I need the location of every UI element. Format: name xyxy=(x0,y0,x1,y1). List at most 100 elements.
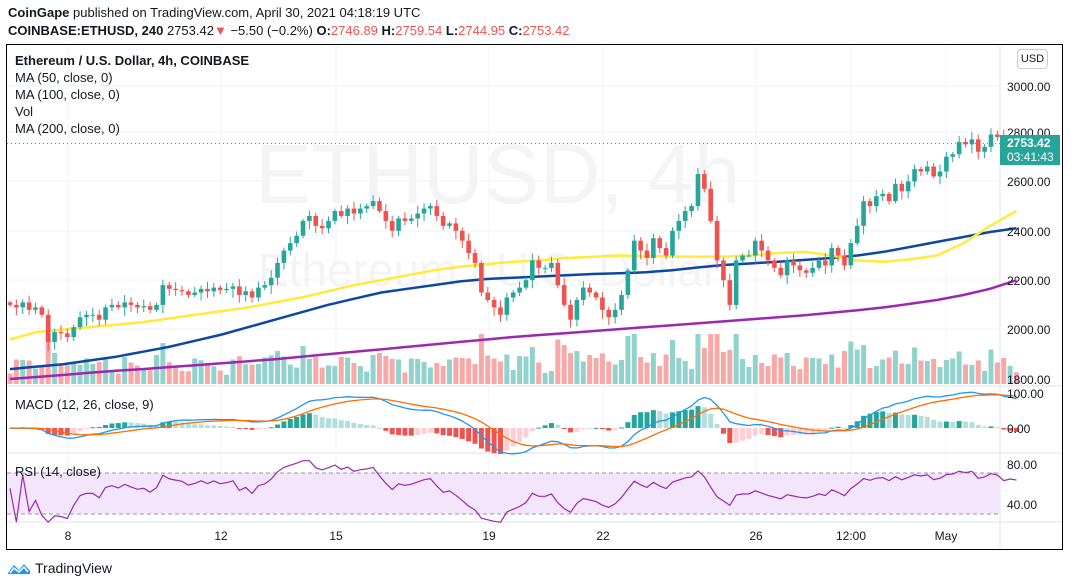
macd-line xyxy=(9,391,1017,455)
macd-histogram-bar xyxy=(478,428,484,449)
candle-body xyxy=(211,287,217,292)
candle-body xyxy=(154,304,159,310)
legend-vol[interactable]: Vol xyxy=(15,104,34,119)
volume-bar xyxy=(421,362,427,384)
volume-bar xyxy=(268,355,274,384)
price-tick-label: 2600.00 xyxy=(1007,175,1051,189)
candle-body xyxy=(428,206,433,209)
time-tick-label: 12:00 xyxy=(836,529,866,543)
macd-histogram-bar xyxy=(759,428,765,435)
candle-body xyxy=(243,291,248,296)
macd-histogram-bar xyxy=(122,422,128,428)
macd-histogram-bar xyxy=(943,421,949,428)
candle-body xyxy=(600,297,605,310)
candle-body xyxy=(810,267,815,273)
volume-bar xyxy=(854,349,860,384)
macd-histogram-bar xyxy=(230,426,236,428)
volume-bar xyxy=(300,346,306,384)
rsi-pane xyxy=(7,460,1017,524)
candle-body xyxy=(319,225,325,229)
macd-histogram-bar xyxy=(580,428,586,430)
legend-ma100[interactable]: MA (100, close, 0) xyxy=(15,87,120,102)
macd-histogram-bar xyxy=(631,414,637,428)
candle-body xyxy=(752,240,758,256)
candle-body xyxy=(58,332,64,334)
footer-brand[interactable]: TradingView xyxy=(35,560,113,576)
candle-body xyxy=(345,208,350,216)
macd-histogram-bar xyxy=(829,427,835,429)
macd-histogram-bar xyxy=(771,428,777,436)
macd-histogram-bar xyxy=(364,425,370,428)
volume-bar xyxy=(835,367,841,384)
chart-legend: Ethereum / U.S. Dollar, 4h, COINBASE MA … xyxy=(15,52,249,137)
volume-bar xyxy=(988,349,994,384)
macd-histogram-bar xyxy=(765,428,771,435)
candle-body xyxy=(313,215,319,226)
candle-body xyxy=(714,220,720,261)
candle-body xyxy=(587,287,592,293)
macd-histogram-bar xyxy=(351,422,357,428)
candle-body xyxy=(147,306,153,310)
time-tick-label: 19 xyxy=(482,529,496,543)
macd-histogram-bar xyxy=(612,428,618,431)
candle-body xyxy=(447,223,452,226)
candle-body xyxy=(676,220,682,231)
volume-bar xyxy=(179,370,185,384)
rsi-label[interactable]: RSI (14, close) xyxy=(15,464,101,479)
volume-bar xyxy=(574,351,580,384)
macd-histogram-bar xyxy=(71,428,77,434)
macd-histogram-bar xyxy=(255,428,261,430)
volume-bar xyxy=(797,369,803,384)
currency-button[interactable]: USD xyxy=(1017,49,1048,69)
volume-bar xyxy=(931,359,937,384)
candle-body xyxy=(530,260,535,281)
candle-body xyxy=(956,141,962,155)
volume-bar xyxy=(803,357,809,384)
open-label: O: xyxy=(316,23,331,38)
macd-histogram-bar xyxy=(268,427,274,429)
candle-body xyxy=(453,223,459,231)
volume-bar xyxy=(784,353,790,384)
macd-histogram-bar xyxy=(918,415,924,428)
macd-histogram-bar xyxy=(1001,428,1007,430)
price-tick-label: 3000.00 xyxy=(1007,80,1051,94)
macd-histogram-bar xyxy=(886,412,892,428)
bar-countdown: 03:41:43 xyxy=(1007,150,1054,164)
volume-bar xyxy=(306,359,312,384)
volume-bar xyxy=(689,369,695,384)
candle-body xyxy=(657,238,663,249)
macd-histogram-bar xyxy=(867,413,873,428)
macd-histogram-bar xyxy=(90,427,96,429)
volume-bar xyxy=(701,348,707,384)
volume-bar xyxy=(599,353,605,384)
candle-body xyxy=(510,292,516,298)
volume-bar xyxy=(956,351,962,384)
candle-body xyxy=(969,139,975,145)
candle-body xyxy=(256,287,261,298)
volume-bar xyxy=(606,361,612,384)
volume-bar xyxy=(810,358,816,384)
volume-bar xyxy=(230,359,236,384)
macd-histogram-bar xyxy=(994,427,1000,429)
macd-histogram-bar xyxy=(154,424,160,428)
legend-ma50[interactable]: MA (50, close, 0) xyxy=(15,70,113,85)
volume-bar xyxy=(39,366,45,384)
volume-bar xyxy=(950,358,956,384)
macd-histogram-bar xyxy=(810,428,816,434)
volume-bar xyxy=(485,355,491,384)
macd-histogram-bar xyxy=(345,420,351,428)
candle-body xyxy=(249,291,255,298)
macd-histogram-bar xyxy=(606,428,612,431)
volume-bar xyxy=(345,357,351,384)
volume-bar xyxy=(504,354,510,384)
watermark-symbol: ETHUSD, 4h xyxy=(255,127,740,221)
candle-body xyxy=(918,169,924,172)
candle-body xyxy=(33,307,38,310)
legend-ma200[interactable]: MA (200, close, 0) xyxy=(15,121,120,136)
volume-bar xyxy=(389,359,395,384)
macd-histogram-bar xyxy=(720,428,726,434)
volume-bar xyxy=(326,365,331,384)
low-label: L: xyxy=(445,23,459,38)
macd-label[interactable]: MACD (12, 26, close, 9) xyxy=(15,397,154,412)
